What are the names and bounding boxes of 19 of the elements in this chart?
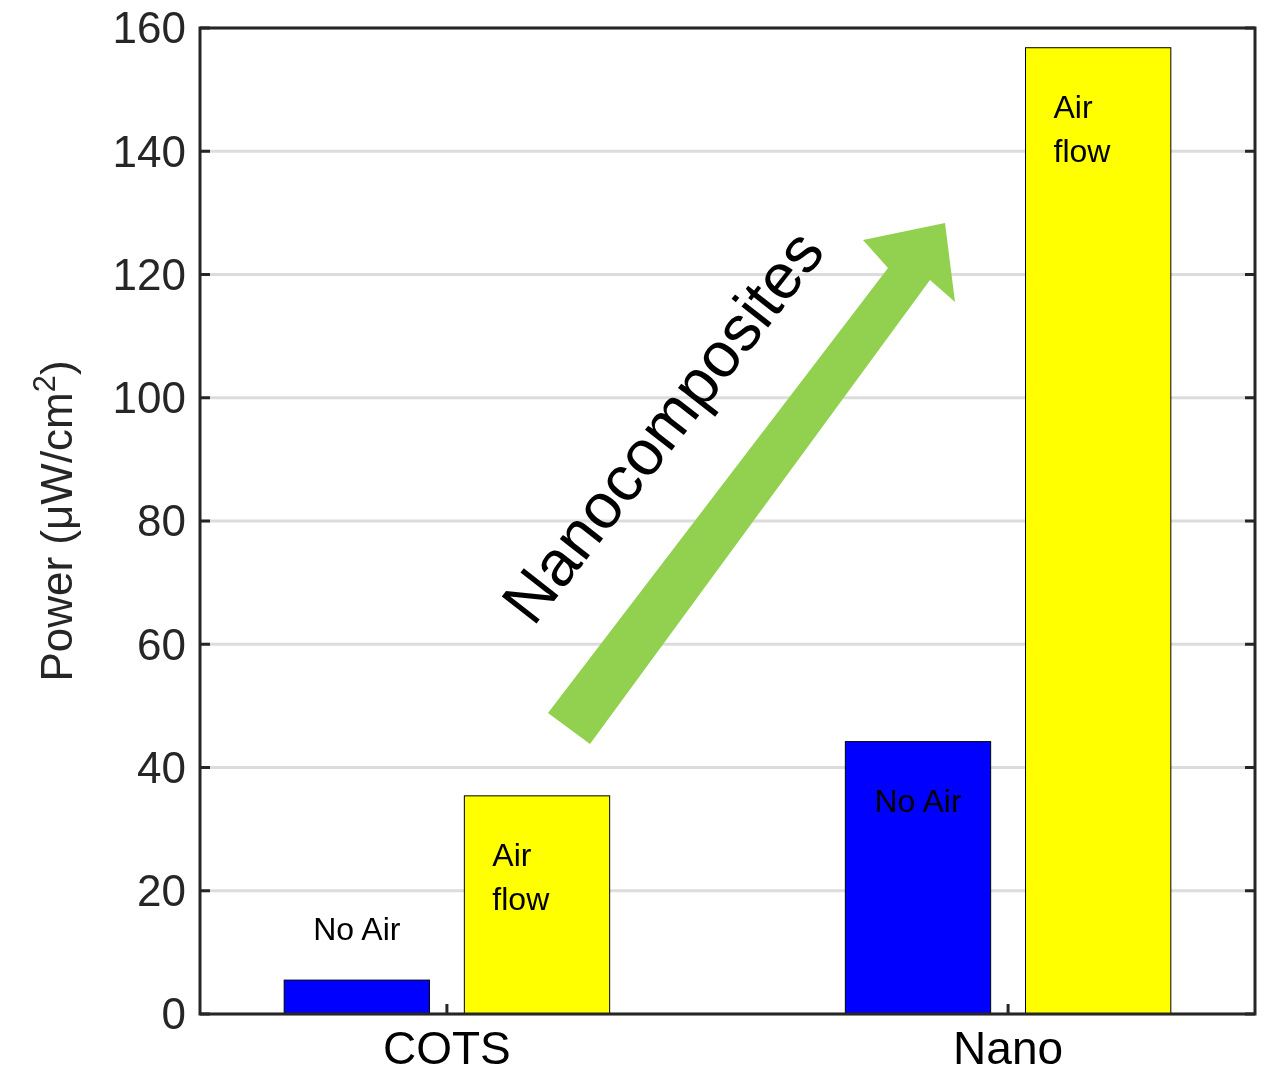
x-tick-label: Nano	[953, 1022, 1064, 1074]
y-tick-label: 40	[137, 742, 186, 792]
x-tick-label: COTS	[383, 1022, 511, 1074]
y-tick-label: 120	[112, 249, 186, 299]
text: Air flow	[1053, 88, 1111, 169]
y-tick-label: 80	[137, 496, 186, 546]
series-label: No Air	[874, 782, 962, 819]
text: No Air	[313, 911, 401, 948]
y-tick-label: 160	[112, 3, 186, 53]
bar	[1025, 47, 1172, 1015]
y-tick-label: 60	[137, 619, 186, 669]
y-tick-label: 20	[137, 866, 186, 916]
bar	[283, 979, 430, 1015]
bar	[844, 741, 992, 1015]
bar	[463, 795, 611, 1015]
y-tick-label: 0	[161, 989, 186, 1039]
y-tick-label: 100	[112, 373, 186, 423]
y-tick-label: 140	[112, 126, 186, 176]
series-label: Air flow	[492, 836, 551, 917]
